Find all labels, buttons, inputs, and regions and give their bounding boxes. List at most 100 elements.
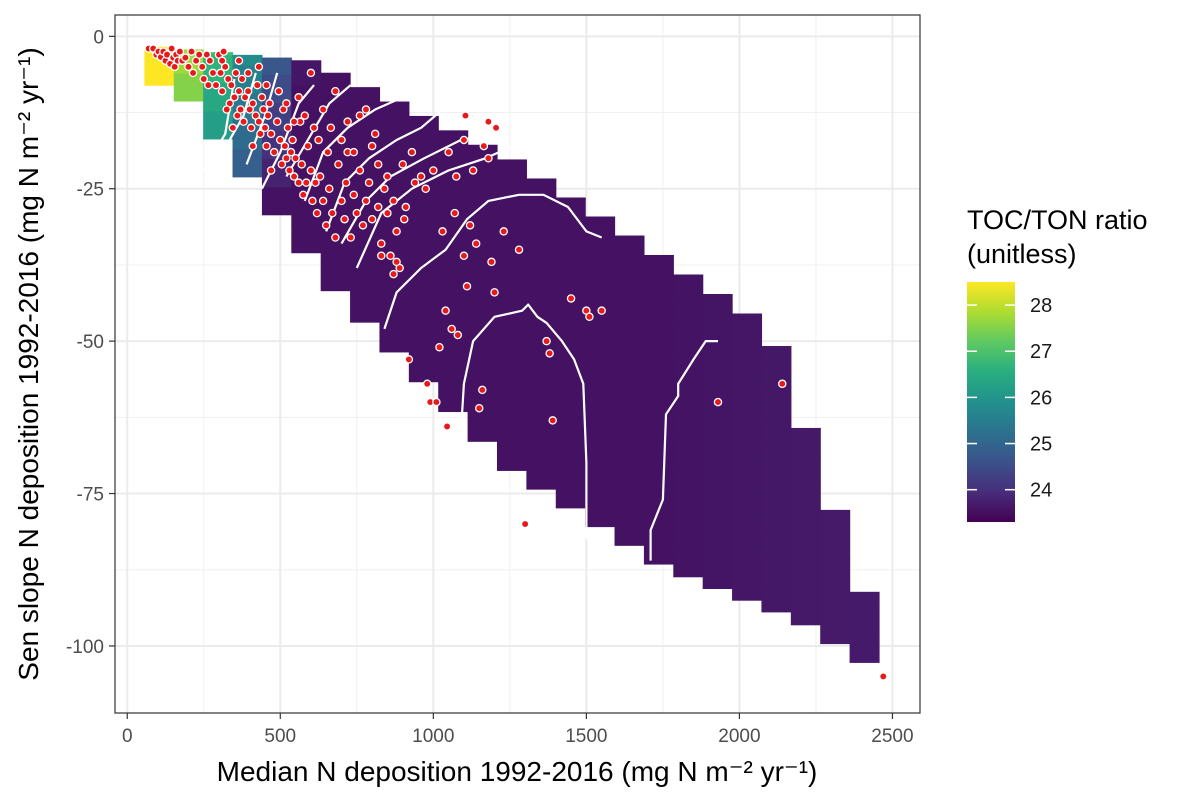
data-point	[217, 86, 227, 96]
data-point	[231, 68, 241, 78]
heatmap-tile	[761, 415, 792, 445]
heatmap-tile	[408, 297, 439, 327]
data-point	[407, 147, 417, 157]
contour-line	[218, 72, 257, 159]
heatmap-tile	[585, 498, 616, 528]
legend-ticks: 24 25 26 27 28	[967, 295, 1052, 502]
data-point	[367, 214, 377, 224]
heatmap-tile	[232, 54, 263, 66]
heatmap-tile	[702, 307, 733, 337]
data-point	[266, 166, 276, 175]
data-point	[222, 105, 231, 114]
heatmap-tile	[526, 432, 557, 462]
heatmap-tile	[673, 548, 704, 578]
heatmap-tile	[732, 431, 763, 461]
heatmap-tile	[526, 178, 557, 182]
x-tick-label: 2500	[871, 726, 913, 747]
heatmap-tile	[761, 346, 792, 361]
data-point	[377, 239, 386, 248]
data-point	[274, 86, 284, 96]
data-point	[459, 251, 469, 261]
data-point	[471, 239, 481, 248]
data-point	[484, 154, 493, 163]
contour-line	[303, 96, 404, 202]
heatmap-tile	[732, 375, 763, 405]
data-point	[219, 47, 228, 56]
data-point	[237, 74, 247, 84]
heatmap-tile	[291, 224, 322, 254]
legend-tick-label: 25	[1030, 434, 1052, 456]
data-point	[465, 221, 475, 230]
heatmap-surface	[144, 46, 880, 663]
data-point	[367, 141, 377, 151]
data-point	[300, 111, 310, 120]
heatmap-tile	[732, 319, 763, 349]
heatmap-tile	[496, 414, 527, 443]
heatmap-tile	[820, 559, 851, 589]
heatmap-tile	[555, 197, 586, 200]
heatmap-tile	[408, 325, 439, 355]
data-point	[262, 80, 271, 90]
data-point	[188, 68, 198, 78]
heatmap-tile	[585, 442, 616, 472]
heatmap-tile	[614, 235, 645, 238]
x-tick-label: 1000	[412, 726, 454, 747]
heatmap-tile	[614, 236, 645, 266]
heatmap-tile	[467, 413, 498, 442]
heatmap-tile	[614, 348, 645, 378]
heatmap-tile	[585, 414, 616, 443]
data-point	[308, 196, 317, 206]
data-point	[548, 416, 557, 425]
data-point	[435, 342, 444, 352]
heatmap-tile	[702, 364, 733, 393]
heatmap-tile	[673, 274, 704, 297]
heatmap-tile	[761, 359, 792, 389]
data-point	[309, 123, 319, 133]
legend-colorbar	[967, 282, 1015, 522]
data-point	[256, 129, 265, 139]
data-point	[217, 56, 227, 65]
heatmap-tile	[408, 269, 439, 299]
data-point	[208, 68, 218, 78]
data-point	[520, 519, 530, 529]
data-point	[230, 93, 239, 102]
heatmap-tile	[702, 448, 733, 477]
heatmap-tile	[526, 461, 557, 490]
heatmap-tile	[643, 423, 674, 453]
data-point	[331, 86, 340, 96]
data-point	[490, 288, 499, 297]
data-point	[259, 105, 268, 114]
x-tick-label: 1500	[565, 726, 607, 747]
heatmap-tile	[350, 265, 381, 295]
data-point	[314, 135, 323, 145]
data-point	[302, 178, 311, 187]
data-point	[283, 123, 293, 133]
data-point	[389, 269, 398, 279]
data-point	[311, 178, 320, 187]
data-point	[410, 178, 420, 187]
data-point	[265, 99, 274, 108]
data-point	[542, 336, 551, 346]
contour-line	[325, 108, 444, 232]
data-point	[479, 141, 489, 151]
heatmap-tile	[496, 161, 527, 191]
data-point	[491, 123, 501, 133]
heatmap-tile	[555, 311, 586, 341]
data-point	[340, 214, 349, 224]
heatmap-tile	[732, 515, 763, 545]
data-point	[246, 123, 256, 133]
x-tick-label: 0	[122, 726, 133, 747]
heatmap-tile	[820, 615, 851, 645]
heatmap-tile	[614, 489, 645, 518]
x-tick-label: 2000	[718, 726, 760, 747]
data-point	[248, 141, 257, 151]
legend-tick-label: 26	[1030, 387, 1052, 409]
data-point	[399, 214, 409, 224]
y-tick-label: 0	[93, 27, 104, 48]
data-point	[514, 245, 524, 254]
heatmap-tile	[761, 443, 792, 473]
data-point	[167, 44, 176, 53]
data-point	[248, 99, 257, 108]
data-point	[355, 166, 365, 175]
heatmap-tile	[643, 479, 674, 509]
